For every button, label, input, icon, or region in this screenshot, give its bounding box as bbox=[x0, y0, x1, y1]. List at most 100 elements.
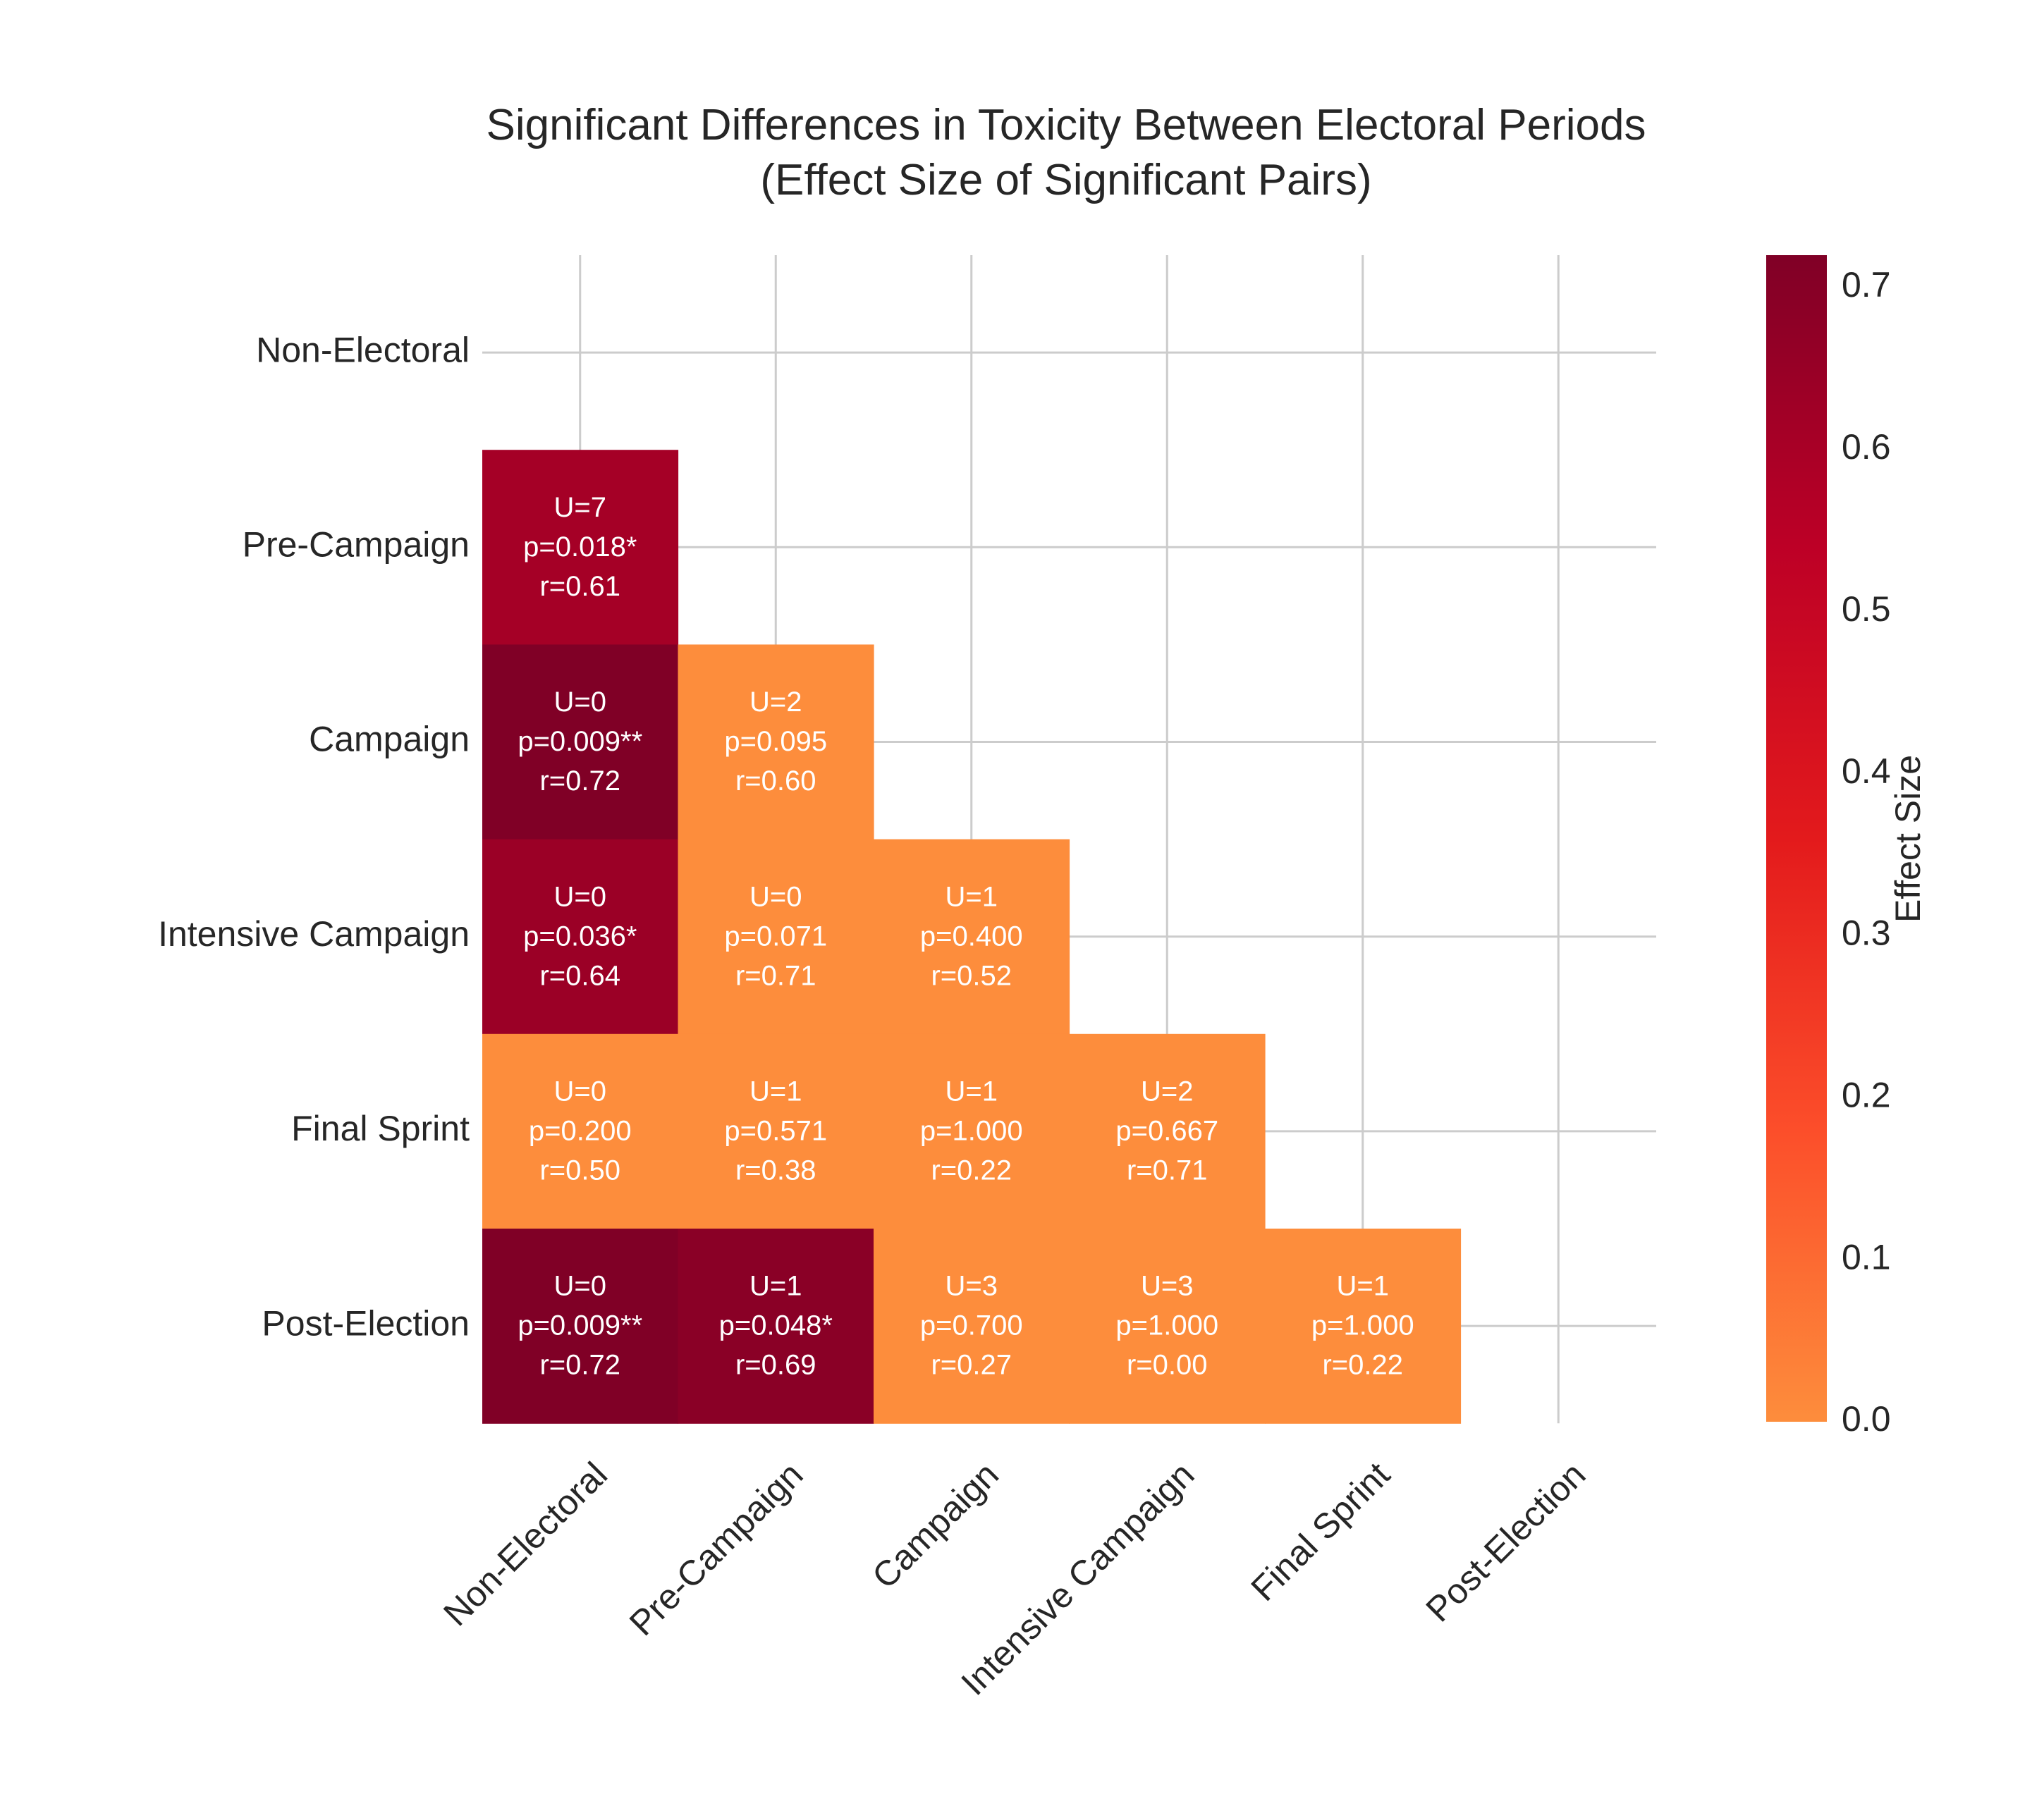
colorbar-tick-label: 0.4 bbox=[1842, 751, 1891, 791]
heatmap-cell-fill bbox=[482, 1229, 679, 1424]
x-axis-labels: Non-Electoral Pre-Campaign CampaignIntensi… bbox=[436, 1455, 1593, 1703]
cell-p-label: p=0.009** bbox=[518, 1310, 642, 1341]
y-tick-label: Final Sprint bbox=[291, 1109, 470, 1148]
cell-p-label: p=0.400 bbox=[920, 921, 1023, 952]
heatmap-cells: U=7 p=0.018* r=0.61 U=0 p=0.009** r=0.72 U=2 p=… bbox=[482, 450, 1462, 1424]
cell-p-label: p=0.700 bbox=[920, 1310, 1023, 1341]
cell-r-label: r=0.61 bbox=[539, 571, 620, 602]
cell-p-label: p=1.000 bbox=[1311, 1310, 1414, 1341]
cell-r-label: r=0.72 bbox=[539, 1350, 620, 1381]
cell-u-label: U=0 bbox=[554, 1076, 607, 1107]
cell-u-label: U=0 bbox=[554, 1271, 607, 1302]
cell-p-label: p=1.000 bbox=[1115, 1310, 1218, 1341]
cell-p-label: p=0.095 bbox=[724, 726, 827, 757]
cell-u-label: U=1 bbox=[1337, 1271, 1390, 1302]
chart-subtitle: (Effect Size of Significant Pairs) bbox=[760, 156, 1371, 204]
heatmap-cell: U=0 p=0.009** r=0.72 bbox=[482, 1229, 679, 1424]
cell-u-label: U=2 bbox=[1141, 1076, 1194, 1107]
cell-p-label: p=0.571 bbox=[724, 1115, 827, 1146]
cell-u-label: U=1 bbox=[749, 1076, 802, 1107]
colorbar: Effect Size 0.0 0.1 0.2 0.3 0.4 0.5 0.6 0.7 bbox=[1766, 255, 1928, 1439]
cell-p-label: p=0.071 bbox=[724, 921, 827, 952]
heatmap-cell: U=0 p=0.071 r=0.71 bbox=[678, 839, 874, 1035]
heatmap-cell: U=1 p=0.400 r=0.52 bbox=[874, 839, 1070, 1035]
heatmap-cell-fill bbox=[482, 450, 679, 645]
heatmap-cell-fill bbox=[482, 1033, 679, 1229]
colorbar-tick-label: 0.2 bbox=[1842, 1075, 1891, 1114]
chart-title: Significant Differences in Toxicity Betw… bbox=[486, 101, 1646, 149]
x-tick-label: Post-Election bbox=[1419, 1455, 1593, 1630]
cell-p-label: p=0.036* bbox=[523, 921, 637, 952]
colorbar-tick-label: 0.1 bbox=[1842, 1237, 1891, 1277]
cell-r-label: r=0.22 bbox=[931, 1155, 1012, 1186]
y-axis-labels: Non-Electoral Pre-Campaign Campaign Intensi… bbox=[158, 330, 470, 1343]
cell-p-label: p=1.000 bbox=[920, 1115, 1023, 1146]
cell-r-label: r=0.50 bbox=[539, 1155, 620, 1186]
heatmap-cell: U=2 p=0.095 r=0.60 bbox=[678, 644, 874, 840]
heatmap-cell: U=3 p=0.700 r=0.27 bbox=[874, 1229, 1070, 1424]
heatmap-cell-fill bbox=[874, 839, 1070, 1035]
heatmap-cell: U=3 p=1.000 r=0.00 bbox=[1069, 1229, 1266, 1424]
cell-p-label: p=0.018* bbox=[523, 531, 637, 562]
cell-u-label: U=0 bbox=[749, 881, 802, 912]
heatmap-cell-fill bbox=[874, 1229, 1070, 1424]
cell-u-label: U=7 bbox=[554, 492, 607, 523]
cell-u-label: U=3 bbox=[1141, 1271, 1194, 1302]
colorbar-tick-label: 0.6 bbox=[1842, 427, 1891, 467]
heatmap-cell-fill bbox=[678, 1033, 874, 1229]
cell-p-label: p=0.200 bbox=[529, 1115, 632, 1146]
x-tick-label: Campaign bbox=[864, 1455, 1006, 1597]
cell-r-label: r=0.72 bbox=[539, 765, 620, 797]
heatmap-cell: U=7 p=0.018* r=0.61 bbox=[482, 450, 679, 645]
heatmap-cell: U=1 p=1.000 r=0.22 bbox=[874, 1033, 1070, 1229]
cell-u-label: U=1 bbox=[945, 1076, 998, 1107]
heatmap-cell: U=1 p=0.048* r=0.69 bbox=[678, 1229, 874, 1424]
y-tick-label: Post-Election bbox=[262, 1303, 470, 1343]
y-tick-label: Campaign bbox=[309, 720, 470, 759]
cell-r-label: r=0.00 bbox=[1127, 1350, 1208, 1381]
cell-r-label: r=0.52 bbox=[931, 960, 1012, 991]
colorbar-tick-label: 0.5 bbox=[1842, 589, 1891, 629]
y-tick-label: Non-Electoral bbox=[256, 330, 470, 369]
cell-r-label: r=0.27 bbox=[931, 1350, 1012, 1381]
heatmap-cell-fill bbox=[678, 644, 874, 840]
colorbar-tick-label: 0.7 bbox=[1842, 265, 1891, 305]
cell-r-label: r=0.60 bbox=[735, 765, 816, 797]
cell-p-label: p=0.048* bbox=[719, 1310, 833, 1341]
heatmap-cell-fill bbox=[678, 1229, 874, 1424]
cell-r-label: r=0.64 bbox=[539, 960, 620, 991]
colorbar-tick-label: 0.0 bbox=[1842, 1399, 1891, 1439]
cell-u-label: U=1 bbox=[945, 881, 998, 912]
y-tick-label: Pre-Campaign bbox=[243, 525, 470, 565]
heatmap-cell-fill bbox=[482, 839, 679, 1035]
colorbar-gradient bbox=[1766, 255, 1827, 1422]
heatmap-cell: U=0 p=0.200 r=0.50 bbox=[482, 1033, 679, 1229]
heatmap-cell-fill bbox=[482, 644, 679, 840]
heatmap-cell-fill bbox=[874, 1033, 1070, 1229]
cell-u-label: U=0 bbox=[554, 881, 607, 912]
x-tick-label: Final Sprint bbox=[1244, 1455, 1397, 1609]
cell-r-label: r=0.38 bbox=[735, 1155, 816, 1186]
heatmap-cell: U=2 p=0.667 r=0.71 bbox=[1069, 1033, 1266, 1229]
heatmap-cell-fill bbox=[678, 839, 874, 1035]
x-tick-label: Pre-Campaign bbox=[622, 1455, 811, 1644]
heatmap-cell: U=0 p=0.036* r=0.64 bbox=[482, 839, 679, 1035]
heatmap-cell: U=0 p=0.009** r=0.72 bbox=[482, 644, 679, 840]
x-tick-label: Non-Electoral bbox=[436, 1455, 615, 1634]
cell-p-label: p=0.667 bbox=[1115, 1115, 1218, 1146]
heatmap-cell: U=1 p=1.000 r=0.22 bbox=[1265, 1229, 1462, 1424]
heatmap-cell-fill bbox=[1265, 1229, 1462, 1424]
cell-u-label: U=3 bbox=[945, 1271, 998, 1302]
cell-u-label: U=2 bbox=[749, 687, 802, 718]
colorbar-label: Effect Size bbox=[1888, 755, 1928, 923]
y-tick-label: Intensive Campaign bbox=[158, 914, 470, 954]
heatmap-cell-fill bbox=[1069, 1229, 1266, 1424]
cell-r-label: r=0.71 bbox=[1127, 1155, 1208, 1186]
cell-r-label: r=0.22 bbox=[1322, 1350, 1403, 1381]
cell-p-label: p=0.009** bbox=[518, 726, 642, 757]
colorbar-tick-label: 0.3 bbox=[1842, 914, 1891, 953]
cell-r-label: r=0.69 bbox=[735, 1350, 816, 1381]
cell-u-label: U=1 bbox=[749, 1271, 802, 1302]
